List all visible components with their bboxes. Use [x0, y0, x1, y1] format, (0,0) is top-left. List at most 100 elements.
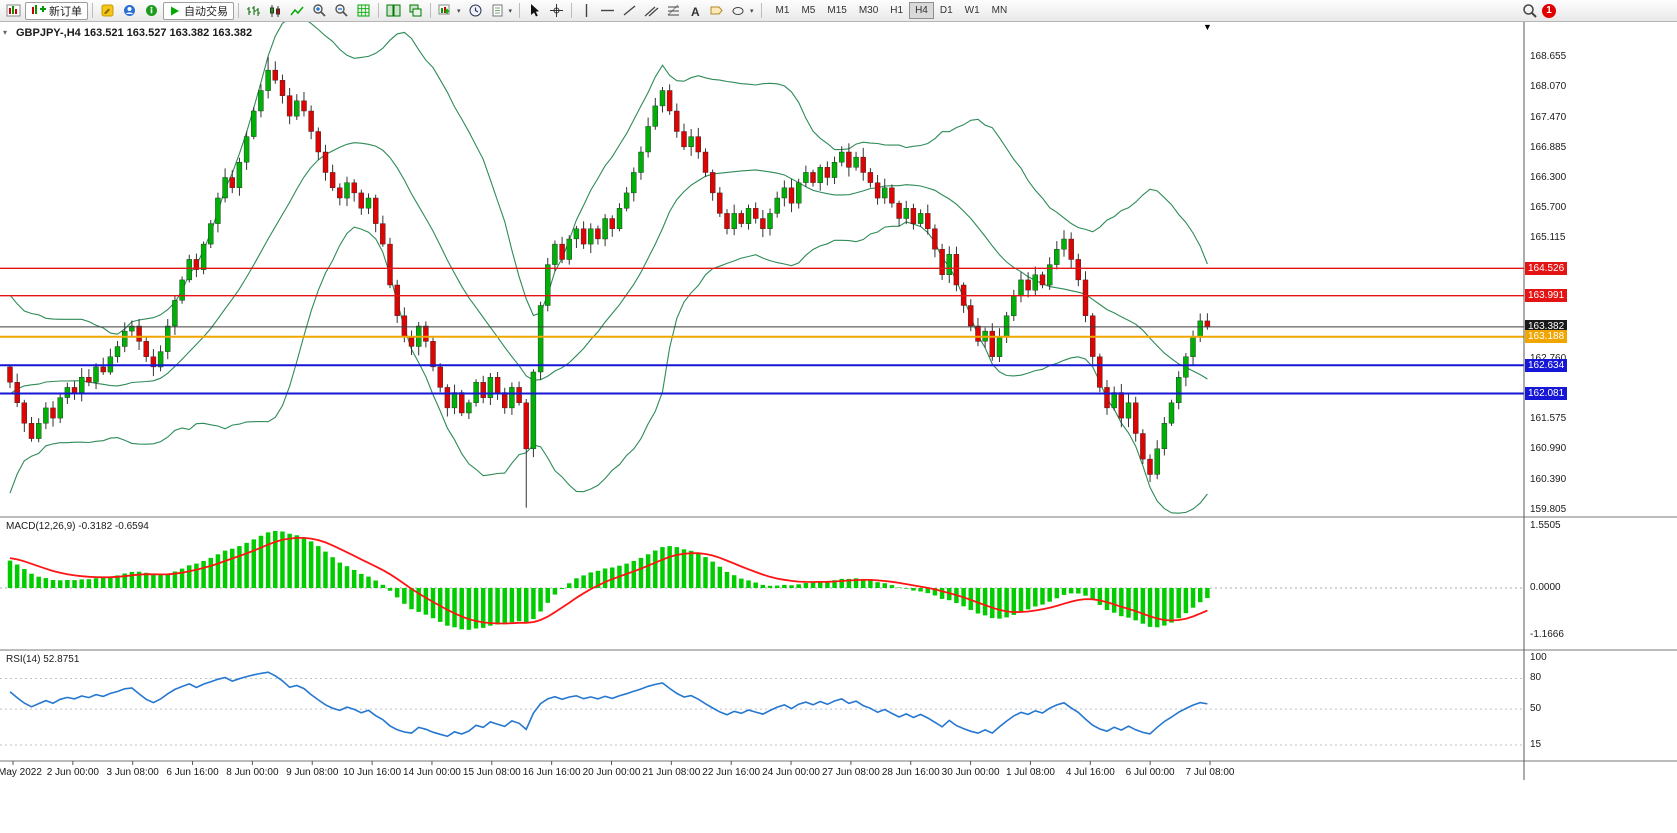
time-axis-label: 20 Jun 00:00 [582, 767, 641, 778]
price-axis-label: 161.575 [1530, 413, 1567, 425]
toolbar-divider [760, 3, 762, 18]
toolbar-divider [519, 3, 521, 18]
time-axis-label: 6 Jun 16:00 [166, 767, 219, 778]
new-order-label: 新订单 [49, 5, 82, 18]
metaeditor-icon [100, 3, 115, 18]
cursor-button[interactable] [524, 2, 545, 20]
templates-button[interactable]: ▾ [487, 2, 516, 20]
zoom-out-button[interactable] [331, 2, 352, 20]
price-tag: 163.382 [1525, 320, 1568, 334]
zoom-out-icon [334, 3, 349, 18]
price-tag: 163.188 [1525, 330, 1568, 344]
time-axis-label: 8 Jun 00:00 [226, 767, 279, 778]
rsi-axis-label: 80 [1530, 672, 1542, 684]
text-icon: A [689, 4, 702, 18]
zoom-in-icon [312, 3, 327, 18]
price-axis-label: 160.990 [1530, 443, 1567, 455]
time-axis-label: 27 Jun 08:00 [821, 767, 880, 778]
new-chart-icon [438, 3, 453, 18]
line-chart-icon [290, 4, 305, 18]
time-axis-label: 10 Jun 16:00 [343, 767, 402, 778]
toolbar: 新订单 自动交易 ▾ [0, 0, 1677, 22]
chevron-down-icon: ▾ [508, 7, 513, 15]
rsi-label: RSI(14) 52.8751 [6, 654, 80, 665]
macd-axis-label: 0.0000 [1530, 582, 1561, 593]
svg-text:A: A [691, 5, 700, 18]
new-chart-button[interactable]: ▾ [435, 2, 464, 20]
line-chart-button[interactable] [287, 2, 308, 20]
toolbar-divider [378, 3, 379, 18]
search-icon [1522, 3, 1538, 19]
timeframe-button-mn[interactable]: MN [991, 5, 1008, 16]
timeframe-button-h4[interactable]: H4 [909, 2, 934, 19]
label-button[interactable] [706, 2, 727, 20]
app-icon [3, 2, 24, 20]
channel-button[interactable] [641, 2, 662, 20]
time-axis-label: 7 Jul 08:00 [1185, 767, 1235, 778]
price-tag: 162.634 [1525, 358, 1568, 372]
timeframe-button-m1[interactable]: M1 [775, 5, 790, 16]
candlestick-chart-button[interactable] [265, 2, 286, 20]
one-click-trading-toggle[interactable]: ▾ [3, 28, 8, 37]
chart-shift-marker[interactable]: ▼ [1203, 22, 1212, 32]
trendline-button[interactable] [619, 2, 640, 20]
toolbar-divider [238, 3, 239, 18]
trendline-icon [622, 3, 637, 18]
cascade-windows-button[interactable] [405, 2, 426, 20]
autotrading-play-icon [169, 5, 181, 17]
bar-chart-button[interactable] [243, 2, 264, 20]
auto-trading-button[interactable]: 自动交易 [163, 1, 234, 20]
zoom-in-button[interactable] [309, 2, 330, 20]
shapes-button[interactable]: ▾ [728, 2, 757, 20]
timeframe-button-h1[interactable]: H1 [890, 5, 904, 16]
chart-canvas[interactable] [0, 22, 1677, 833]
vertical-line-button[interactable] [576, 2, 596, 20]
text-button[interactable]: A [685, 2, 705, 20]
price-tag: 163.991 [1525, 289, 1568, 303]
timeframe-button-m30[interactable]: M30 [858, 5, 879, 16]
shapes-icon [731, 3, 746, 18]
price-axis-label: 160.390 [1530, 474, 1567, 486]
macd-axis-label: -1.1666 [1530, 628, 1564, 640]
time-axis-label: 6 Jul 00:00 [1125, 767, 1175, 778]
grid-icon [356, 3, 371, 18]
macd-label: MACD(12,26,9) -0.3182 -0.6594 [6, 521, 149, 532]
community-button[interactable] [119, 2, 140, 20]
timeframe-group: M1 M5 M15 M30 H1 H4 D1 W1 MN [770, 2, 1014, 19]
timeframe-button-d1[interactable]: D1 [939, 5, 953, 16]
crosshair-button[interactable] [546, 2, 567, 20]
grid-button[interactable] [353, 2, 374, 20]
vertical-line-icon [581, 3, 592, 18]
community-icon [122, 3, 137, 18]
notification-badge[interactable]: 1 [1542, 3, 1556, 18]
tile-windows-button[interactable] [383, 2, 404, 20]
help-icon [144, 3, 159, 18]
rsi-axis-label: 50 [1530, 703, 1542, 715]
metaeditor-button[interactable] [97, 2, 118, 20]
new-order-icon [31, 4, 46, 17]
rsi-axis-label: 15 [1530, 738, 1542, 750]
help-button[interactable] [141, 2, 162, 20]
bars-chart-icon [246, 4, 261, 18]
horizontal-line-button[interactable] [597, 2, 618, 20]
clock-button[interactable] [465, 2, 486, 20]
search-button[interactable] [1519, 2, 1541, 20]
price-axis-label: 166.885 [1530, 141, 1567, 153]
cursor-icon [527, 3, 542, 18]
new-order-button[interactable]: 新订单 [25, 1, 88, 20]
time-axis-label: 31 May 2022 [0, 767, 42, 778]
time-axis-label: 30 Jun 00:00 [941, 767, 1000, 778]
price-axis-label: 167.470 [1530, 111, 1567, 123]
timeframe-button-m5[interactable]: M5 [801, 5, 816, 16]
time-axis-label: 1 Jul 08:00 [1005, 767, 1055, 778]
time-axis-label: 16 Jun 16:00 [522, 767, 581, 778]
cascade-windows-icon [408, 3, 423, 18]
timeframe-button-w1[interactable]: W1 [964, 5, 980, 16]
toolbar-divider [430, 3, 431, 18]
time-axis-label: 4 Jul 16:00 [1065, 767, 1115, 778]
timeframe-button-m15[interactable]: M15 [827, 5, 847, 16]
fibonacci-button[interactable] [663, 2, 684, 20]
rsi-axis-label: 100 [1530, 652, 1547, 663]
price-axis-label: 159.805 [1530, 503, 1567, 515]
fibonacci-icon [666, 3, 681, 18]
